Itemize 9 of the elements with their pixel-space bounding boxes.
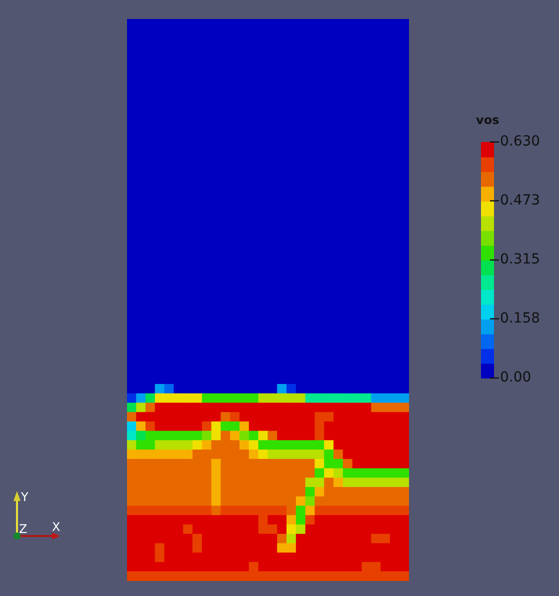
color-bar-label: 0.315	[500, 252, 540, 268]
color-bar-label: 0.00	[500, 370, 532, 386]
color-bar-label: 0.473	[500, 192, 540, 208]
text: Y	[21, 490, 28, 504]
text: X	[52, 520, 60, 534]
color-bar-label: 0.630	[500, 134, 540, 150]
color-bar-title: vos	[476, 113, 500, 128]
text: Z	[19, 522, 28, 536]
color-bar-label: 0.158	[500, 310, 540, 326]
